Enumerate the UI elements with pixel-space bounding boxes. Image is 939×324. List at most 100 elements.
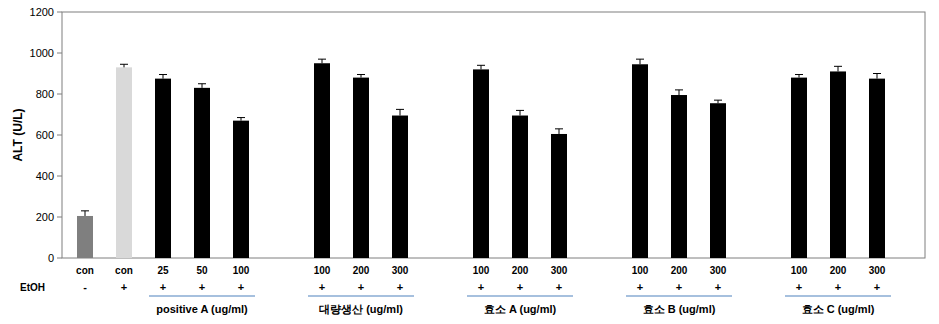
x-tick-label: 300: [710, 265, 727, 276]
x-tick-label: 200: [830, 265, 847, 276]
error-cap: [714, 100, 722, 101]
error-bar: [400, 109, 401, 115]
row-value: +: [121, 281, 127, 293]
x-tick-label: 100: [314, 265, 331, 276]
row-value: +: [238, 281, 244, 293]
y-tick: [57, 258, 62, 259]
group-underline: [626, 295, 732, 296]
x-tick-label: con: [76, 265, 94, 276]
x-tick-label: 100: [233, 265, 250, 276]
row-value: +: [676, 281, 682, 293]
x-tick-label: 25: [157, 265, 169, 276]
error-cap: [636, 59, 644, 60]
error-cap: [396, 109, 404, 110]
row-value: +: [478, 281, 484, 293]
error-bar: [202, 84, 203, 88]
y-tick: [57, 94, 62, 95]
x-tick-label: con: [115, 265, 133, 276]
group-label: 효소 B (ug/ml): [643, 303, 716, 315]
y-axis-label: ALT (U/L): [11, 108, 25, 161]
error-bar: [481, 65, 482, 69]
bar: [869, 79, 885, 258]
x-tick-label: 100: [791, 265, 808, 276]
error-cap: [477, 65, 485, 66]
bar: [791, 78, 807, 258]
row-value: +: [319, 281, 325, 293]
error-cap: [198, 83, 206, 84]
group-underline: [785, 295, 891, 296]
y-tick: [57, 53, 62, 54]
y-tick: [57, 12, 62, 13]
error-cap: [318, 59, 326, 60]
y-tick-label: 600: [36, 129, 54, 141]
bar: [671, 95, 687, 258]
bar: [473, 69, 489, 258]
row-value: +: [637, 281, 643, 293]
x-tick-label: 300: [392, 265, 409, 276]
y-tick: [57, 135, 62, 136]
bar: [194, 88, 210, 258]
error-cap: [675, 89, 683, 90]
x-tick-label: 300: [551, 265, 568, 276]
bar: [353, 78, 369, 258]
error-cap: [516, 110, 524, 111]
bar: [233, 121, 249, 258]
x-tick-label: 100: [632, 265, 649, 276]
group-label: 효소 C (ug/ml): [802, 303, 875, 315]
group-underline: [467, 295, 573, 296]
bars: [77, 59, 885, 258]
error-cap: [81, 210, 89, 211]
group-underline: [149, 295, 255, 296]
bar: [77, 216, 93, 258]
bar: [632, 64, 648, 258]
x-tick-label: 200: [512, 265, 529, 276]
error-cap: [873, 73, 881, 74]
group-label: positive A (ug/ml): [156, 303, 248, 315]
error-bar: [322, 59, 323, 63]
row-value: +: [160, 281, 166, 293]
bar: [551, 134, 567, 258]
x-tick-label: 200: [671, 265, 688, 276]
x-tick-label: 200: [353, 265, 370, 276]
row-value: +: [199, 281, 205, 293]
bar: [392, 116, 408, 258]
y-tick-label: 0: [48, 252, 54, 264]
y-tick: [57, 217, 62, 218]
x-tick-label: 300: [869, 265, 886, 276]
error-bar: [640, 59, 641, 64]
error-bar: [679, 90, 680, 95]
y-tick-label: 1200: [30, 6, 54, 18]
error-cap: [159, 74, 167, 75]
row-value: +: [835, 281, 841, 293]
bar: [314, 63, 330, 258]
group-underline: [308, 295, 414, 296]
x-tick-label: 100: [473, 265, 490, 276]
row-value: +: [874, 281, 880, 293]
error-cap: [834, 66, 842, 67]
error-bar: [877, 74, 878, 79]
y-tick-label: 800: [36, 88, 54, 100]
bar: [116, 67, 132, 258]
row-value: +: [517, 281, 523, 293]
row-label: EtOH: [20, 282, 45, 293]
error-bar: [85, 211, 86, 216]
error-bar: [163, 75, 164, 79]
plot-frame: [62, 12, 925, 258]
y-tick: [57, 176, 62, 177]
group-label: 대량생산 (ug/ml): [319, 303, 403, 315]
row-value: +: [796, 281, 802, 293]
error-cap: [795, 74, 803, 75]
error-cap: [555, 128, 563, 129]
row-value: +: [358, 281, 364, 293]
bar: [155, 79, 171, 258]
chart: 020040060080010001200ALT (U/L)concon2550…: [0, 0, 939, 324]
error-cap: [120, 64, 128, 65]
error-bar: [520, 110, 521, 115]
row-value: +: [556, 281, 562, 293]
bar: [710, 103, 726, 258]
y-tick-label: 400: [36, 170, 54, 182]
row-value: +: [397, 281, 403, 293]
bar: [512, 116, 528, 258]
x-tick-label: 50: [196, 265, 208, 276]
group-label: 효소 A (ug/ml): [484, 303, 557, 315]
